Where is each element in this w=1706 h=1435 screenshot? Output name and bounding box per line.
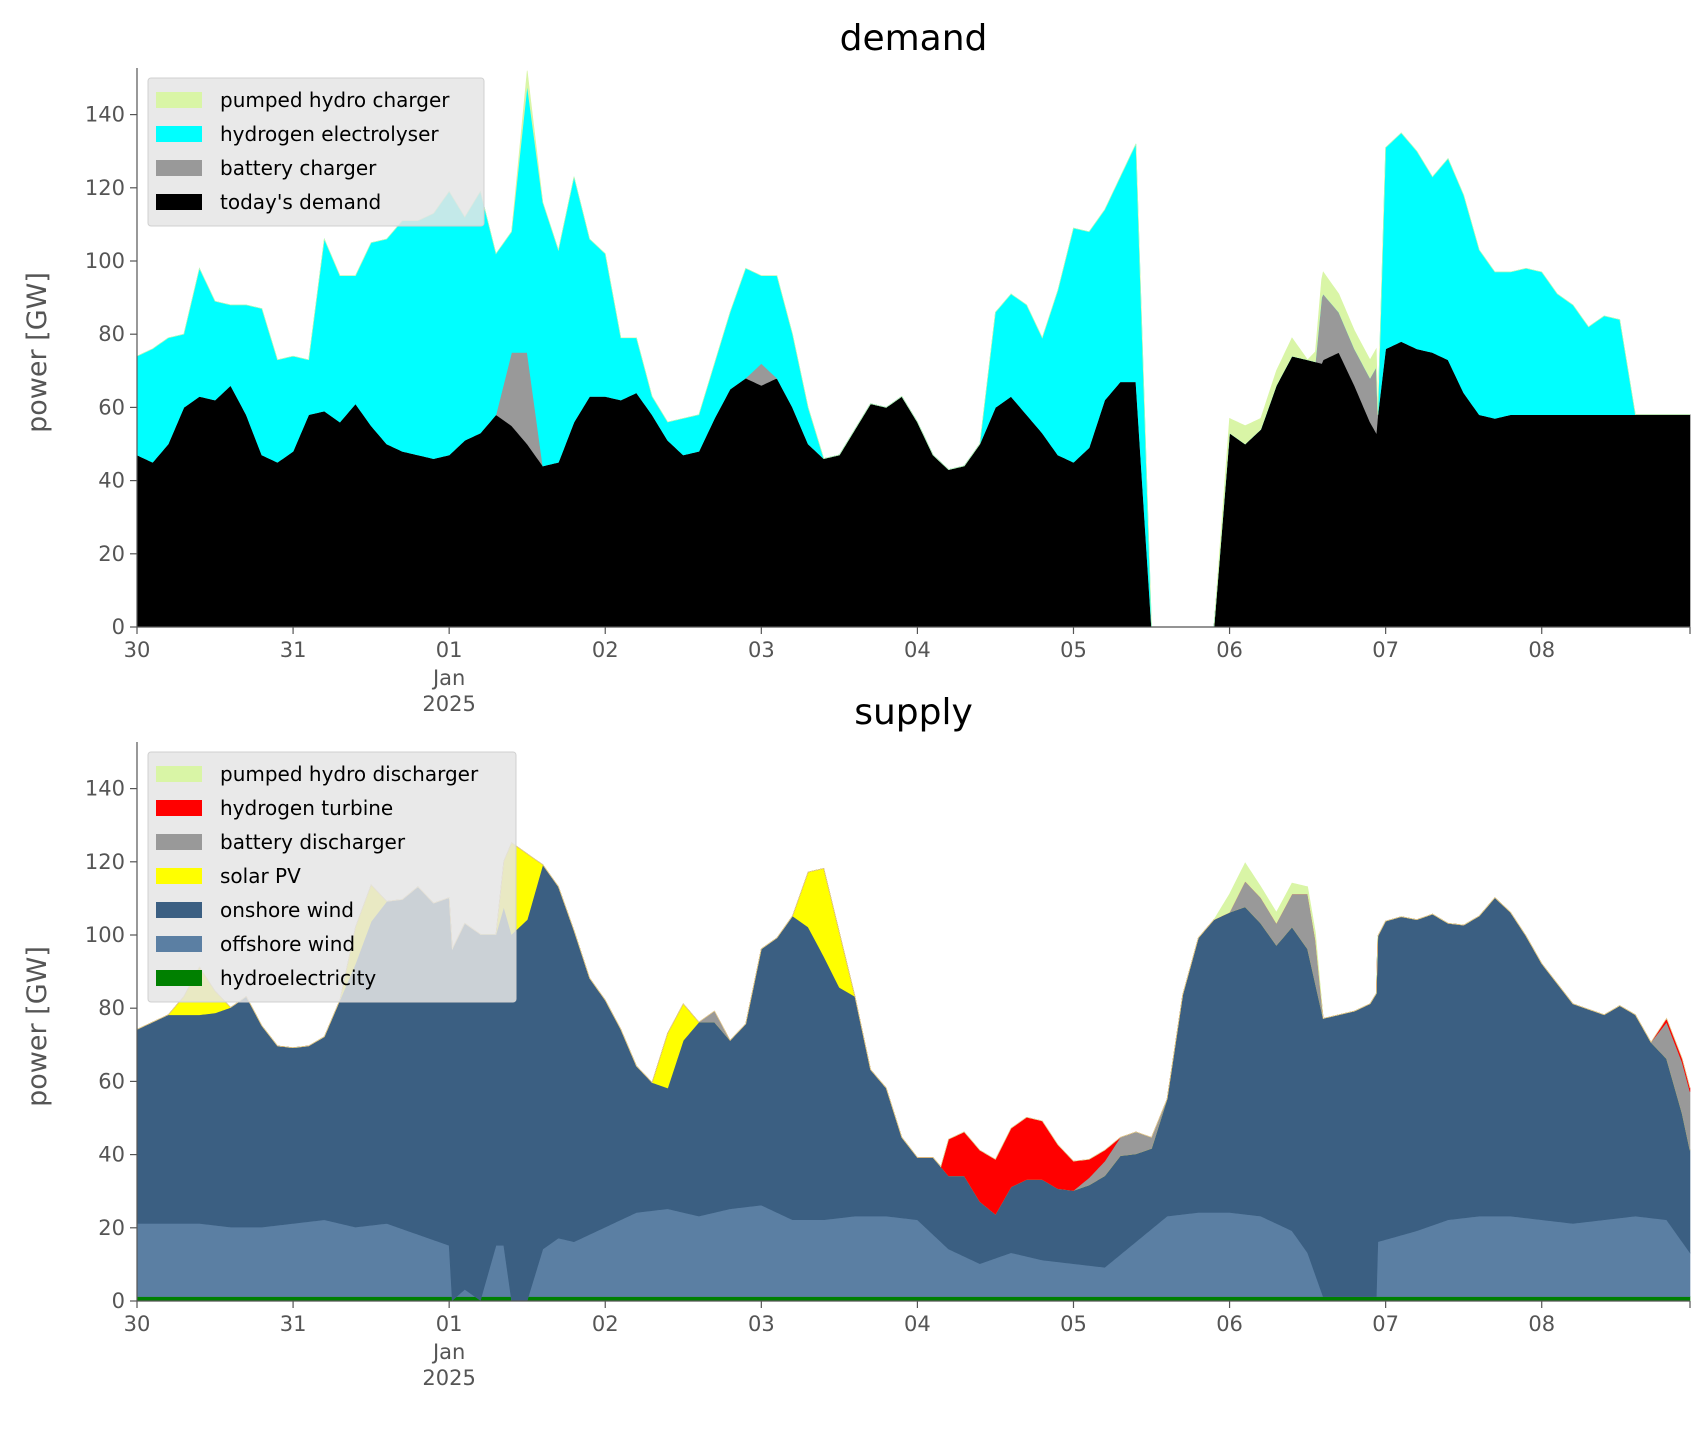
x-tick-label: 03 — [748, 1312, 775, 1336]
legend-swatch — [156, 936, 202, 952]
legend-label: battery charger — [220, 156, 377, 180]
y-tick-label: 0 — [112, 615, 125, 639]
legend-swatch — [156, 868, 202, 884]
legend-swatch — [156, 970, 202, 986]
x-tick-label: 30 — [124, 1312, 151, 1336]
legend-label: offshore wind — [220, 932, 355, 956]
x-tick-label: 07 — [1372, 638, 1399, 662]
y-tick-label: 80 — [98, 996, 125, 1020]
chart-title: supply — [854, 692, 973, 733]
legend-item-today-s-demand: today's demand — [156, 190, 381, 214]
y-tick-label: 140 — [85, 777, 125, 801]
legend-label: hydrogen turbine — [220, 796, 393, 820]
x-tick-label: 02 — [592, 638, 619, 662]
legend-item-hydrogen-turbine: hydrogen turbine — [156, 796, 393, 820]
legend-swatch — [156, 834, 202, 850]
y-tick-label: 60 — [98, 395, 125, 419]
legend-label: solar PV — [220, 864, 301, 888]
x-tick-label: 05 — [1060, 638, 1087, 662]
legend-item-hydroelectricity: hydroelectricity — [156, 966, 376, 990]
y-tick-label: 120 — [85, 850, 125, 874]
legend-item-pumped-hydro-charger: pumped hydro charger — [156, 88, 450, 112]
legend-box — [147, 77, 485, 227]
legend-label: pumped hydro discharger — [220, 762, 479, 786]
legend-item-offshore-wind: offshore wind — [156, 932, 355, 956]
x-tick-label: 01 — [436, 638, 463, 662]
y-tick-label: 0 — [112, 1289, 125, 1313]
legend-swatch — [156, 800, 202, 816]
x-tick-label: 08 — [1528, 638, 1555, 662]
legend-item-battery-charger: battery charger — [156, 156, 377, 180]
x-tick-label: 04 — [904, 638, 931, 662]
legend-swatch — [156, 902, 202, 918]
legend-label: hydroelectricity — [220, 966, 376, 990]
legend-label: today's demand — [220, 190, 381, 214]
y-tick-label: 40 — [98, 1143, 125, 1167]
y-tick-label: 40 — [98, 469, 125, 493]
x-tick-month-label: Jan — [431, 1340, 465, 1364]
legend-swatch — [156, 194, 202, 210]
y-tick-label: 120 — [85, 176, 125, 200]
legend: pumped hydro discharger hydrogen turbine b… — [147, 751, 517, 1003]
x-tick-year-label: 2025 — [422, 692, 475, 716]
chart-title: demand — [840, 18, 988, 59]
x-tick-label: 05 — [1060, 1312, 1087, 1336]
y-tick-label: 20 — [98, 1216, 125, 1240]
legend-box — [147, 751, 517, 1003]
legend-item-onshore-wind: onshore wind — [156, 898, 354, 922]
legend-label: hydrogen electrolyser — [220, 122, 439, 146]
x-tick-label: 01 — [436, 1312, 463, 1336]
x-tick-label: 07 — [1372, 1312, 1399, 1336]
legend-swatch — [156, 92, 202, 108]
y-tick-label: 100 — [85, 923, 125, 947]
y-tick-label: 80 — [98, 322, 125, 346]
x-tick-label: 31 — [280, 1312, 307, 1336]
x-tick-label: 08 — [1528, 1312, 1555, 1336]
legend-label: onshore wind — [220, 898, 354, 922]
legend-item-hydrogen-electrolyser: hydrogen electrolyser — [156, 122, 439, 146]
legend-item-pumped-hydro-discharger: pumped hydro discharger — [156, 762, 479, 786]
x-tick-label: 04 — [904, 1312, 931, 1336]
area-hydroelectricity — [136, 1296, 1691, 1302]
y-tick-label: 140 — [85, 103, 125, 127]
x-tick-label: 30 — [124, 638, 151, 662]
legend: pumped hydro charger hydrogen electrolyse… — [147, 77, 485, 227]
x-tick-month-label: Jan — [431, 666, 465, 690]
area-pumped-hydro-charger — [136, 70, 1690, 628]
x-tick-label: 06 — [1216, 1312, 1243, 1336]
legend-item-solar-pv: solar PV — [156, 864, 301, 888]
legend-swatch — [156, 766, 202, 782]
x-tick-year-label: 2025 — [422, 1366, 475, 1390]
y-tick-label: 100 — [85, 249, 125, 273]
x-tick-label: 02 — [592, 1312, 619, 1336]
x-tick-label: 03 — [748, 638, 775, 662]
y-tick-label: 60 — [98, 1069, 125, 1093]
legend-label: pumped hydro charger — [220, 88, 450, 112]
y-tick-label: 20 — [98, 542, 125, 566]
y-axis-label: power [GW] — [22, 272, 53, 433]
y-axis-label: power [GW] — [22, 946, 53, 1107]
legend-swatch — [156, 160, 202, 176]
x-tick-label: 06 — [1216, 638, 1243, 662]
legend-label: battery discharger — [220, 830, 406, 854]
legend-swatch — [156, 126, 202, 142]
x-tick-label: 31 — [280, 638, 307, 662]
legend-item-battery-discharger: battery discharger — [156, 830, 406, 854]
area-pumped-hydro-discharger — [136, 842, 1691, 1168]
